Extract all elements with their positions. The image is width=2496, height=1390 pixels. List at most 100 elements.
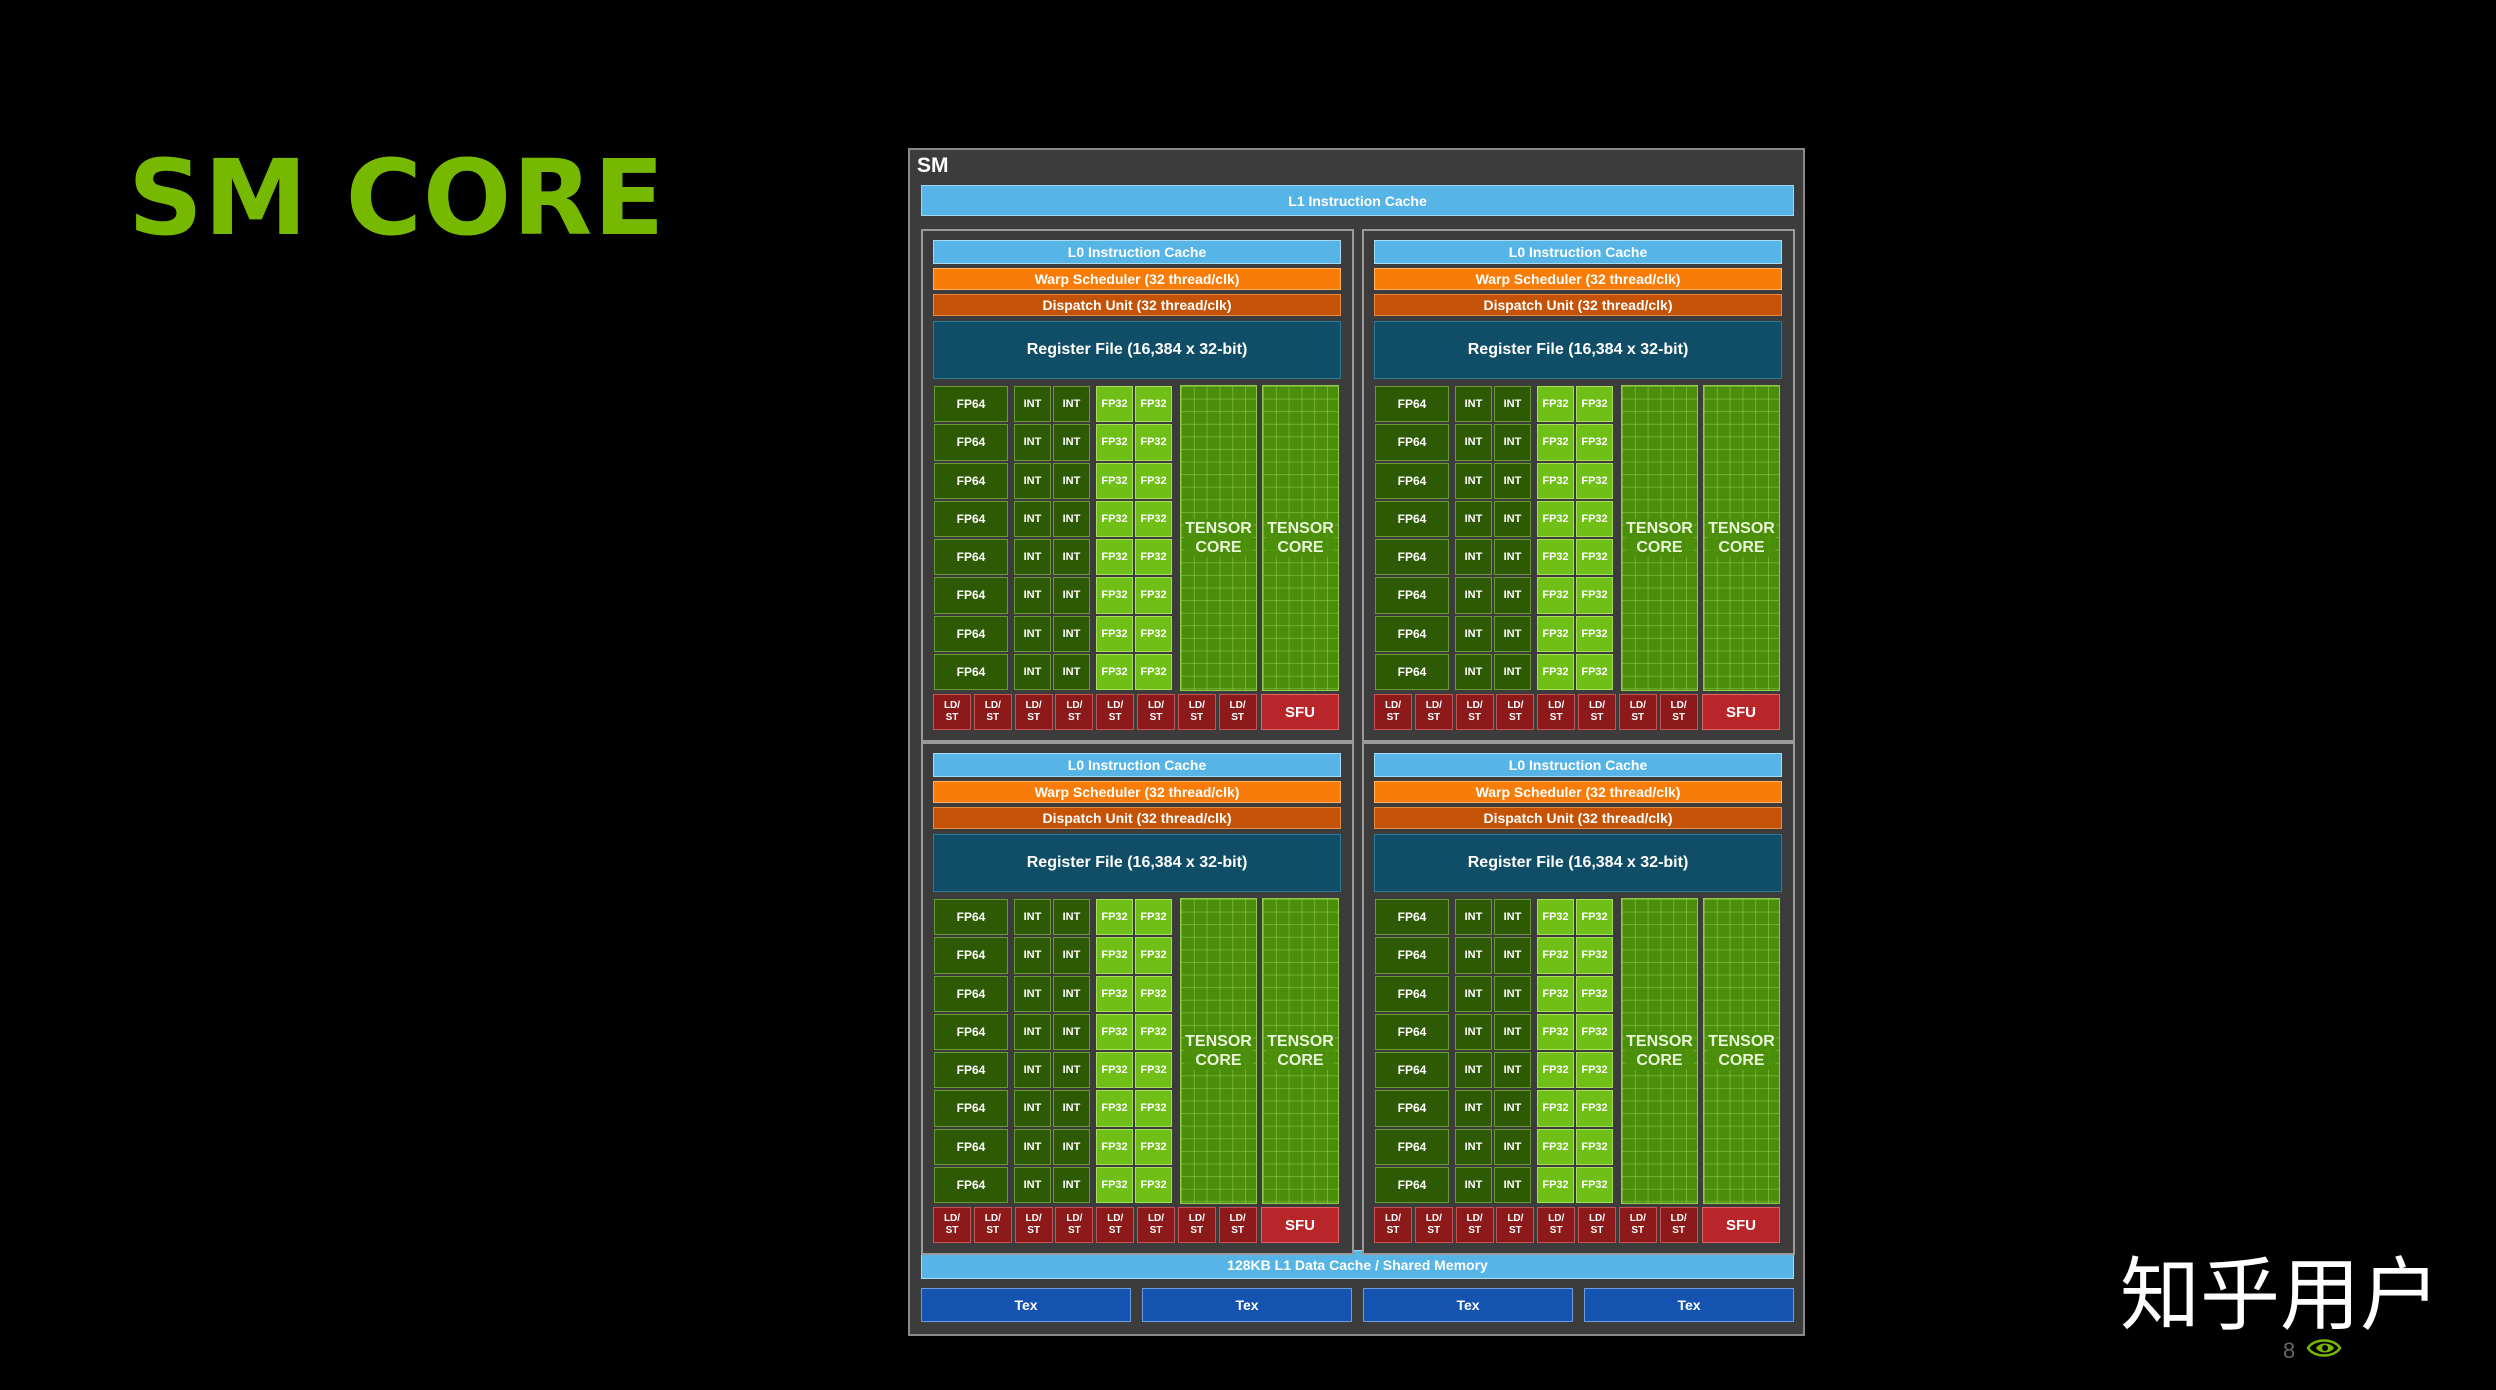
fp64-unit: FP64 <box>1375 1166 1449 1203</box>
core-row: INT INT <box>1013 615 1091 653</box>
ld-st-label: LD/ST <box>1385 700 1401 724</box>
l0-instruction-cache: L0 Instruction Cache <box>1374 753 1782 777</box>
ld-st-label-line: LD/ <box>1588 700 1606 711</box>
core-row: FP32 FP32 <box>1095 500 1173 538</box>
watermark: 知乎用户 <box>2120 1249 2440 1342</box>
fp32-unit: FP32 <box>1135 975 1172 1012</box>
fp32-unit: FP32 <box>1576 500 1613 537</box>
ld-st-unit: LD/ST <box>1096 694 1135 730</box>
fp64-unit: FP64 <box>934 653 1008 690</box>
fp32-unit: FP32 <box>1537 937 1574 974</box>
ld-st-label-line: ST <box>1386 712 1400 723</box>
ld-st-label: LD/ST <box>1671 700 1687 724</box>
sm-block-diagram: SM L1 Instruction Cache 128KB L1 Data Ca… <box>908 148 1805 1336</box>
ld-st-label-line: ST <box>1549 712 1563 723</box>
int-unit: INT <box>1053 577 1090 614</box>
ld-st-unit: LD/ST <box>1218 694 1257 730</box>
l0-instruction-cache: L0 Instruction Cache <box>933 753 1341 777</box>
core-column: FP32 FP32 FP32 FP32 FP32 FP32 FP32 FP32 FP32 FP32… <box>1095 898 1173 1204</box>
sm-partition: L0 Instruction Cache Warp Scheduler (32 t… <box>921 742 1354 1255</box>
tensor-core-label-line: TENSOR <box>1267 1033 1334 1050</box>
fp32-unit: FP32 <box>1096 500 1133 537</box>
fp32-unit: FP32 <box>1576 462 1613 499</box>
ld-st-label-line: LD/ <box>1629 1213 1646 1224</box>
core-row: INT INT <box>1013 1089 1091 1127</box>
int-unit: INT <box>1455 899 1492 936</box>
int-unit: INT <box>1455 500 1492 537</box>
ld-st-unit: LD/ST <box>1055 1207 1094 1243</box>
ld-st-label-line: ST <box>1231 712 1244 723</box>
int-unit: INT <box>1494 500 1531 537</box>
tensor-core-label: TENSOR CORE <box>1266 519 1335 557</box>
core-row: FP32 FP32 <box>1536 975 1614 1013</box>
fp64-unit: FP64 <box>934 424 1008 461</box>
ld-st-label-line: ST <box>1027 712 1040 723</box>
tensor-core-label: TENSOR CORE <box>1707 1032 1776 1070</box>
fp32-unit: FP32 <box>1576 1013 1613 1050</box>
sfu-unit: SFU <box>1261 1207 1339 1243</box>
fp64-unit: FP64 <box>1375 386 1449 423</box>
tex-unit: Tex <box>1363 1288 1573 1322</box>
core-row: INT INT <box>1454 500 1532 538</box>
fp32-unit: FP32 <box>1576 1052 1613 1089</box>
sfu-unit: SFU <box>1261 694 1339 730</box>
fp32-unit: FP32 <box>1096 1090 1133 1127</box>
ld-st-unit: LD/ST <box>973 694 1012 730</box>
ld-st-label: LD/ST <box>1467 700 1483 724</box>
core-row: INT INT <box>1454 975 1532 1013</box>
ld-st-label: LD/ST <box>1671 1213 1687 1237</box>
core-row: FP32 FP32 <box>1095 1051 1173 1089</box>
warp-scheduler: Warp Scheduler (32 thread/clk) <box>933 268 1341 290</box>
core-row: FP32 FP32 <box>1095 1089 1173 1127</box>
int-unit: INT <box>1053 1013 1090 1050</box>
core-row: FP32 FP32 <box>1095 385 1173 423</box>
core-row: INT INT <box>1454 1051 1532 1089</box>
ld-st-label: LD/ST <box>1230 700 1246 724</box>
int-unit: INT <box>1494 1013 1531 1050</box>
sm-partition: L0 Instruction Cache Warp Scheduler (32 t… <box>1362 229 1795 742</box>
ld-st-label: LD/ST <box>944 1213 960 1237</box>
ld-st-label-line: LD/ <box>1466 700 1483 711</box>
fp64-unit: FP64 <box>1375 1128 1449 1165</box>
int-unit: INT <box>1455 539 1492 576</box>
tensor-core: TENSOR CORE <box>1180 385 1257 691</box>
fp32-unit: FP32 <box>1576 975 1613 1012</box>
int-unit: INT <box>1014 1013 1051 1050</box>
int-unit: INT <box>1053 539 1090 576</box>
ld-st-unit: LD/ST <box>1455 1207 1494 1243</box>
warp-scheduler: Warp Scheduler (32 thread/clk) <box>1374 781 1782 803</box>
ld-st-unit: LD/ST <box>1496 694 1535 730</box>
int-unit: INT <box>1455 424 1492 461</box>
int-unit: INT <box>1014 386 1051 423</box>
int-unit: INT <box>1014 1052 1051 1089</box>
ld-st-label-line: LD/ <box>1384 1213 1402 1224</box>
ld-st-unit: LD/ST <box>1137 1207 1175 1243</box>
core-column: INT INT INT INT INT INT INT INT INT INT INT INT INT I… <box>1013 385 1091 691</box>
fp64-unit: FP64 <box>934 1013 1008 1050</box>
int-unit: INT <box>1053 899 1090 936</box>
ld-st-label-line: LD/ <box>1548 1213 1565 1224</box>
core-row: FP32 FP32 <box>1095 653 1173 691</box>
fp32-unit: FP32 <box>1576 386 1613 423</box>
tensor-core-label-line: CORE <box>1277 1052 1324 1069</box>
ld-st-label: LD/ST <box>1148 700 1164 724</box>
int-unit: INT <box>1053 424 1090 461</box>
int-unit: INT <box>1494 615 1531 652</box>
core-row: FP32 FP32 <box>1095 615 1173 653</box>
ld-st-label-line: ST <box>1231 1225 1244 1236</box>
core-row: FP32 FP32 <box>1536 653 1614 691</box>
core-row: FP32 FP32 <box>1536 1013 1614 1051</box>
ld-st-label: LD/ST <box>1426 1213 1442 1237</box>
core-row: INT INT <box>1013 1166 1091 1204</box>
core-row: INT INT <box>1013 462 1091 500</box>
tensor-core-label-line: TENSOR <box>1185 1033 1252 1050</box>
ld-st-unit: LD/ST <box>1055 694 1094 730</box>
ld-st-label: LD/ST <box>1507 1213 1523 1237</box>
fp32-unit: FP32 <box>1096 899 1133 936</box>
core-row: INT INT <box>1454 1128 1532 1166</box>
register-file: Register File (16,384 x 32-bit) <box>1374 834 1782 892</box>
int-unit: INT <box>1494 539 1531 576</box>
int-unit: INT <box>1494 462 1531 499</box>
tensor-core-label: TENSOR CORE <box>1625 1032 1694 1070</box>
ld-st-label-line: ST <box>1427 1225 1441 1236</box>
